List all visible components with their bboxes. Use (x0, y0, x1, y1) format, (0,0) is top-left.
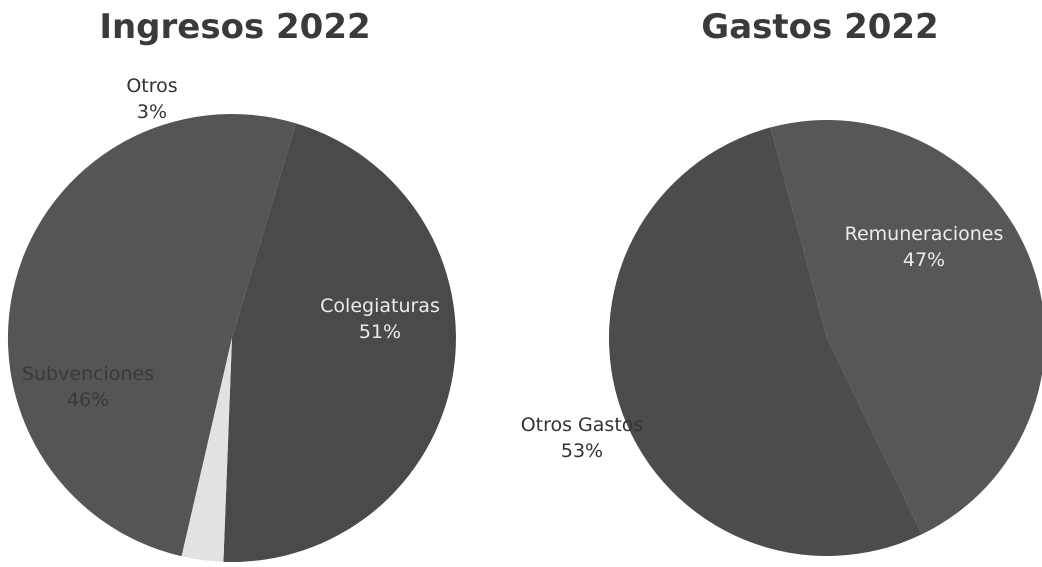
ingresos-slice-value-colegiaturas: 51% (359, 321, 401, 343)
ingresos-slice-label-otros: Otros 3% (126, 75, 177, 123)
gastos-pie-chart: Gastos 2022 Remuneraciones 47% Otros Gasto… (521, 7, 1042, 557)
ingresos-pie-chart: Ingresos 2022 Colegiaturas 51% Subvencione… (7, 7, 456, 562)
ingresos-slice-name-colegiaturas: Colegiaturas (320, 295, 440, 317)
gastos-slice-name-otros-gastos: Otros Gastos (521, 414, 644, 436)
ingresos-slice-value-otros: 3% (137, 101, 167, 123)
gastos-slices (608, 120, 1042, 557)
gastos-slice-label-otros-gastos: Otros Gastos 53% (521, 414, 644, 462)
ingresos-chart-title: Ingresos 2022 (99, 7, 370, 47)
ingresos-slices (7, 113, 456, 562)
gastos-slice-label-remuneraciones: Remuneraciones 47% (845, 223, 1004, 271)
ingresos-slice-labels: Colegiaturas 51% Subvenciones 46% Otros 3% (22, 75, 440, 411)
gastos-chart-title: Gastos 2022 (701, 7, 938, 47)
ingresos-slice-otros (181, 338, 232, 562)
ingresos-slice-value-subvenciones: 46% (67, 389, 109, 411)
ingresos-slice-name-subvenciones: Subvenciones (22, 363, 154, 385)
gastos-slice-remuneraciones (770, 120, 1042, 535)
ingresos-slice-subvenciones (223, 123, 456, 562)
ingresos-slice-label-subvenciones: Subvenciones 46% (22, 363, 154, 411)
gastos-slice-labels: Remuneraciones 47% Otros Gastos 53% (521, 223, 1004, 462)
gastos-slice-value-otros-gastos: 53% (561, 440, 603, 462)
gastos-slice-otros-gastos (608, 127, 922, 557)
ingresos-slice-name-otros: Otros (126, 75, 177, 97)
gastos-slice-name-remuneraciones: Remuneraciones (845, 223, 1004, 245)
gastos-slice-value-remuneraciones: 47% (903, 249, 945, 271)
ingresos-slice-colegiaturas (7, 113, 296, 557)
ingresos-slice-label-colegiaturas: Colegiaturas 51% (320, 295, 440, 343)
